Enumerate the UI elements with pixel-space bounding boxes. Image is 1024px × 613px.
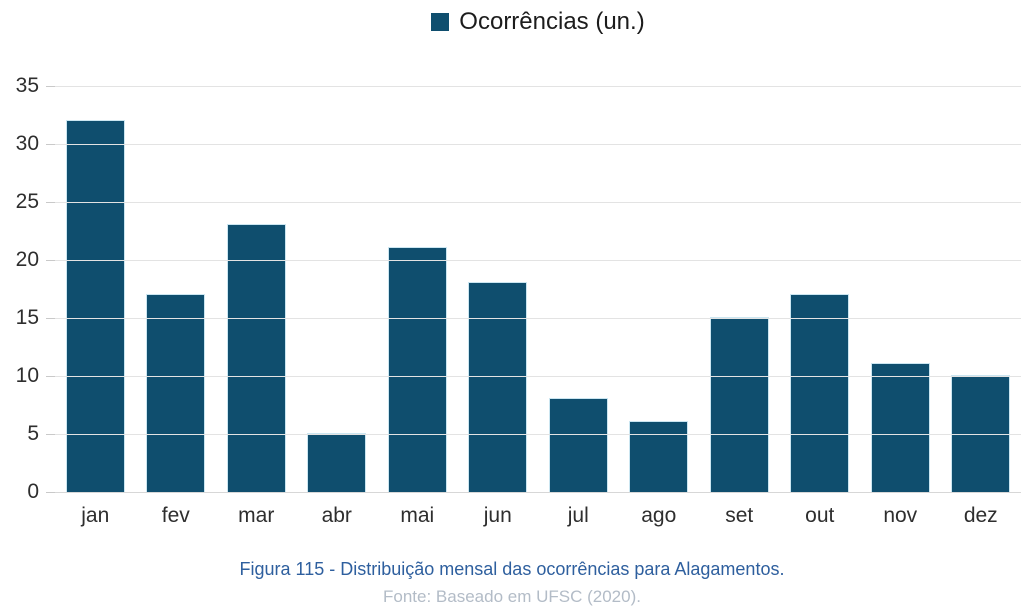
x-axis-baseline [55,492,1021,493]
y-axis-tick [46,492,55,493]
bar-jan [66,120,124,492]
bar-slot-nov [860,86,941,492]
gridline [55,376,1021,377]
y-axis-tick [46,144,55,145]
y-axis-label: 30 [15,132,39,155]
x-axis-label-jan: jan [81,504,110,527]
bar-slot-mar [216,86,297,492]
bar-ago [630,422,688,492]
y-axis-tick [46,86,55,87]
caption-title: Figura 115 - Distribuição mensal das oco… [239,559,785,579]
bar-slot-ago [619,86,700,492]
bar-nov [871,364,929,492]
legend-label: Ocorrências (un.) [459,8,645,35]
gridline [55,202,1021,203]
bar-set [710,318,768,492]
y-axis-label: 5 [27,422,39,445]
x-axis-label-nov: nov [883,504,918,527]
y-axis-label: 25 [15,190,39,213]
bar-jul [549,399,607,492]
gridline [55,434,1021,435]
x-axis-label-abr: abr [321,504,352,527]
bar-slot-abr [297,86,378,492]
x-axis-label-mai: mai [400,504,435,527]
y-axis-label: 15 [15,306,39,329]
bar-slot-mai [377,86,458,492]
bar-slot-set [699,86,780,492]
bar-mar [227,225,285,492]
x-axis-label-ago: ago [641,504,677,527]
bar-slot-fev [136,86,217,492]
gridline [55,86,1021,87]
x-axis-label-out: out [805,504,835,527]
x-axis-label-set: set [725,504,754,527]
y-axis-label: 35 [15,74,39,97]
y-axis-label: 10 [15,364,39,387]
gridline [55,144,1021,145]
plot-area: jan fev mar abr mai jun jul ago set out nov dez 0 5 1… [16,74,1021,527]
figure-caption: Figura 115 - Distribuição mensal das oco… [0,556,1024,610]
x-axis-labels: jan fev mar abr mai jun jul ago set out nov dez [55,492,1021,528]
chart-legend: Ocorrências (un.) [55,6,1021,38]
y-axis-tick [46,318,55,319]
bar-slot-jul [538,86,619,492]
y-axis-label: 20 [15,248,39,271]
x-axis-label-jul: jul [567,504,589,527]
bar-mai [388,248,446,492]
bar-slot-out [780,86,861,492]
bars-container [55,86,1021,492]
x-axis-label-mar: mar [238,504,275,527]
gridline [55,260,1021,261]
y-axis-label: 0 [27,480,39,503]
y-axis-tick [46,376,55,377]
bar-slot-jun [458,86,539,492]
bar-out [791,294,849,492]
bar-slot-jan [55,86,136,492]
gridline [55,318,1021,319]
bar-abr [308,434,366,492]
x-axis-label-fev: fev [161,504,190,527]
bar-jun [469,283,527,492]
y-axis-tick [46,202,55,203]
legend-swatch-icon [431,13,450,31]
bar-slot-dez [941,86,1022,492]
x-axis-label-dez: dez [963,504,998,527]
x-axis-label-jun: jun [483,504,512,527]
caption-source: Fonte: Baseado em UFSC (2020). [383,587,641,606]
bar-fev [147,294,205,492]
y-axis-tick [46,260,55,261]
y-axis-tick [46,434,55,435]
